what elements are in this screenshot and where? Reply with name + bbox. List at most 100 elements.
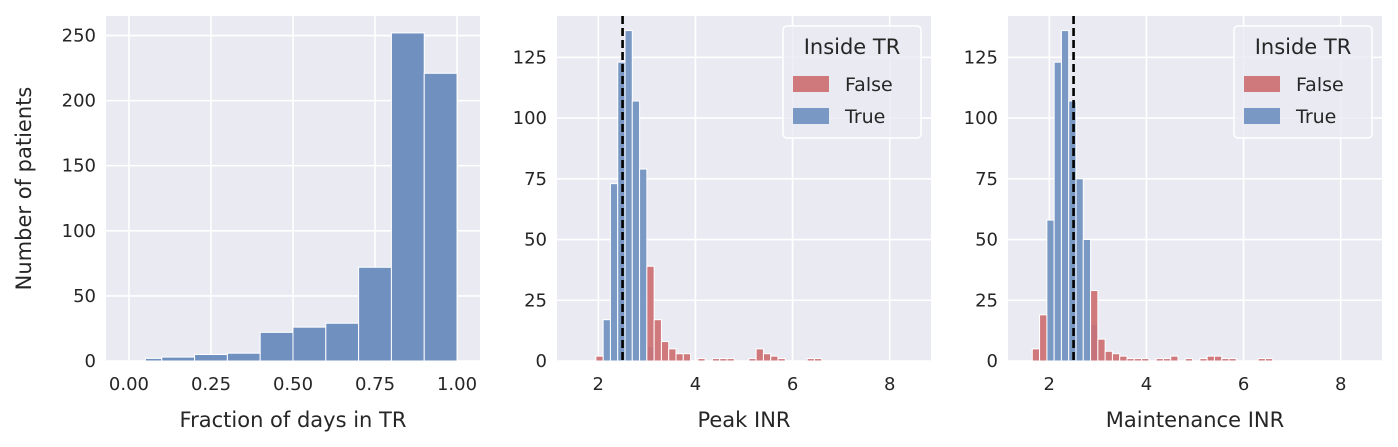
chart-3-bar-false-4 — [1104, 350, 1113, 362]
chart-1-y-axis-label: Number of patients — [12, 87, 36, 291]
chart-3-ytick-label: 75 — [975, 169, 998, 190]
chart-2-xtick-label: 4 — [690, 374, 701, 395]
chart-2-bar-false-2 — [653, 319, 662, 362]
chart-1-bar-main-7 — [358, 266, 392, 362]
chart-2-bar-false-12 — [755, 348, 764, 362]
chart-1-xtick-label: 0.25 — [191, 374, 231, 395]
panels: 0.00 0.25 0.50 0.75 1.00050100150200250Fract… — [12, 16, 1382, 432]
chart-3-xtick-label: 2 — [1044, 374, 1055, 395]
chart-2-xtick-label: 8 — [884, 374, 895, 395]
chart-3-bar-false-15 — [1206, 355, 1215, 362]
chart-1-bar-main-9 — [423, 72, 458, 362]
chart-1-bar-main-8 — [390, 32, 425, 362]
chart-2-bar-true-3 — [624, 30, 633, 362]
chart-3-legend-title: Inside TR — [1255, 35, 1352, 59]
chart-2: 2 4 6 8 0 25 50 75 100 125 Peak INR Inside TR False T… — [513, 16, 931, 432]
chart-1-ytick-label: 50 — [73, 286, 96, 307]
chart-2-legend-swatch-false — [793, 76, 829, 92]
chart-1-xtick-label: 0.75 — [355, 374, 395, 395]
chart-1-x-axis-label: Fraction of days in TR — [180, 408, 407, 432]
chart-2-bar-true-0 — [602, 319, 611, 362]
chart-1-bar-main-4 — [259, 331, 294, 362]
chart-1-ytick-label: 100 — [62, 221, 96, 242]
chart-3-bar-false-14 — [1199, 358, 1208, 362]
chart-2-bar-false-15 — [777, 358, 786, 362]
chart-3-xtick-label: 8 — [1335, 374, 1346, 395]
chart-3-bar-false-12 — [1170, 355, 1179, 362]
chart-3-ytick-label: 0 — [987, 351, 998, 372]
chart-3-bar-false-18 — [1228, 358, 1237, 362]
chart-2-bar-false-17 — [813, 358, 823, 362]
chart-1-xtick-label: 1.00 — [437, 374, 477, 395]
chart-2-bar-true-4 — [631, 100, 641, 362]
chart-2-xtick-label: 6 — [787, 374, 798, 395]
chart-3-bar-false-1 — [1039, 314, 1048, 362]
chart-3-bar-false-19 — [1257, 358, 1266, 362]
chart-3-bar-false-2 — [1090, 290, 1099, 362]
chart-2-bar-true-5 — [639, 168, 648, 362]
chart-1-ytick-label: 150 — [62, 156, 96, 177]
chart-2-ytick-label: 0 — [536, 351, 547, 372]
chart-3-legend-label-false: False — [1296, 74, 1344, 96]
chart-1-ytick-label: 200 — [62, 91, 96, 112]
chart-2-bar-false-7 — [697, 358, 706, 362]
chart-3-bar-true-5 — [1082, 239, 1092, 362]
chart-3-xtick-label: 6 — [1238, 374, 1249, 395]
chart-1-xtick-label: 0.00 — [109, 374, 149, 395]
chart-2-legend: Inside TR False True — [782, 25, 922, 139]
chart-2-ytick-label: 75 — [524, 169, 547, 190]
chart-2-bar-true-1 — [609, 183, 619, 362]
chart-3-ytick-label: 100 — [964, 108, 998, 129]
chart-3-ytick-label: 125 — [964, 47, 998, 68]
chart-3-x-axis-label: Maintenance INR — [1106, 408, 1284, 432]
chart-3-bar-true-0 — [1046, 219, 1055, 362]
chart-3-legend-swatch-true — [1244, 108, 1280, 124]
chart-2-bar-false-4 — [668, 348, 677, 362]
chart-2-bar-false-16 — [806, 358, 815, 362]
chart-2-bar-false-6 — [682, 353, 692, 362]
chart-3-bar-true-1 — [1053, 61, 1062, 362]
chart-3-bar-false-9 — [1141, 358, 1150, 362]
chart-2-ytick-label: 25 — [524, 290, 547, 311]
chart-3-bar-false-20 — [1264, 358, 1274, 362]
chart-2-bar-false-13 — [762, 353, 772, 362]
chart-2-legend-title: Inside TR — [804, 35, 901, 59]
chart-2-bar-false-9 — [719, 358, 728, 362]
chart-3-legend: Inside TR False True — [1233, 25, 1373, 139]
chart-2-bar-false-0 — [595, 355, 604, 362]
chart-2-xtick-label: 2 — [593, 374, 604, 395]
chart-3-bar-false-13 — [1184, 358, 1194, 362]
chart-1-bar-main-6 — [325, 322, 360, 362]
chart-3-legend-label-true: True — [1295, 106, 1336, 128]
chart-3-bar-true-4 — [1075, 178, 1084, 362]
chart-2-bar-false-5 — [675, 353, 684, 362]
chart-3-bar-false-7 — [1126, 358, 1135, 362]
chart-3-bar-false-8 — [1133, 358, 1143, 362]
chart-1-bar-main-0 — [144, 357, 163, 362]
chart-1-xtick-label: 0.50 — [273, 374, 313, 395]
chart-1-ytick-label: 250 — [62, 26, 96, 47]
chart-1-bar-main-1 — [161, 356, 196, 362]
chart-3-ytick-label: 25 — [975, 290, 998, 311]
chart-2-ytick-label: 100 — [513, 108, 547, 129]
chart-3-bar-true-2 — [1060, 30, 1070, 362]
chart-1: 0.00 0.25 0.50 0.75 1.00 0 50 100 150 200 250 Fract… — [12, 16, 480, 432]
chart-3-xtick-label: 4 — [1141, 374, 1152, 395]
chart-2-legend-swatch-true — [793, 108, 829, 124]
chart-2-legend-label-true: True — [844, 106, 885, 128]
chart-2-bar-false-1 — [646, 265, 655, 362]
chart-2-x-axis-label: Peak INR — [697, 408, 790, 432]
chart-3-bar-false-3 — [1097, 338, 1106, 362]
chart-3-bar-false-5 — [1111, 353, 1121, 362]
chart-3: 2 4 6 8 0 25 50 75 100 125 Maintenance INR Inside T… — [964, 16, 1382, 432]
chart-1-bar-main-3 — [226, 352, 261, 362]
chart-3-bar-false-11 — [1162, 358, 1172, 362]
chart-1-bar-main-2 — [194, 353, 228, 362]
chart-1-ytick-label: 0 — [85, 351, 96, 372]
chart-3-bar-false-6 — [1119, 355, 1128, 362]
chart-3-bar-false-0 — [1031, 348, 1041, 362]
chart-1-bar-main-5 — [292, 326, 327, 362]
chart-2-bar-false-3 — [660, 341, 670, 362]
chart-2-ytick-label: 50 — [524, 230, 547, 251]
